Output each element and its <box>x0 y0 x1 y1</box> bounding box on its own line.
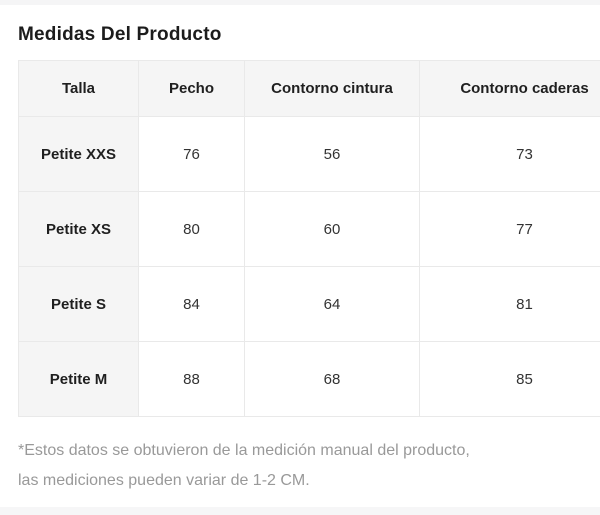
bottom-divider <box>0 507 600 515</box>
cell-contorno-caderas: 73 <box>419 116 600 192</box>
row-header-size: Petite S <box>18 266 139 342</box>
measurement-disclaimer: *Estos datos se obtuvieron de la medició… <box>18 436 582 496</box>
table-row: Petite XXS 76 56 73 <box>18 116 600 192</box>
size-table: Talla Pecho Contorno cintura Contorno ca… <box>18 60 600 417</box>
row-header-size: Petite XS <box>18 191 139 267</box>
table-row: Petite S 84 64 81 <box>18 266 600 342</box>
table-row: Petite XS 80 60 77 <box>18 191 600 267</box>
row-header-size: Petite XXS <box>18 116 139 192</box>
page-title: Medidas Del Producto <box>18 24 222 45</box>
column-header-pecho: Pecho <box>138 60 245 117</box>
cell-contorno-cintura: 60 <box>244 191 420 267</box>
column-header-contorno-cintura: Contorno cintura <box>244 60 420 117</box>
row-header-size: Petite M <box>18 341 139 417</box>
cell-contorno-caderas: 77 <box>419 191 600 267</box>
cell-contorno-cintura: 64 <box>244 266 420 342</box>
cell-pecho: 84 <box>138 266 245 342</box>
column-header-talla: Talla <box>18 60 139 117</box>
table-header-row: Talla Pecho Contorno cintura Contorno ca… <box>18 60 600 117</box>
cell-contorno-cintura: 56 <box>244 116 420 192</box>
disclaimer-line-1: *Estos datos se obtuvieron de la medició… <box>18 442 470 459</box>
top-divider <box>0 0 600 5</box>
column-header-contorno-caderas: Contorno caderas <box>419 60 600 117</box>
cell-pecho: 80 <box>138 191 245 267</box>
cell-contorno-caderas: 85 <box>419 341 600 417</box>
size-table-scroll-area[interactable]: Talla Pecho Contorno cintura Contorno ca… <box>0 60 600 420</box>
cell-pecho: 88 <box>138 341 245 417</box>
cell-pecho: 76 <box>138 116 245 192</box>
table-row: Petite M 88 68 85 <box>18 341 600 417</box>
disclaimer-line-2: las mediciones pueden variar de 1-2 CM. <box>18 472 310 489</box>
cell-contorno-caderas: 81 <box>419 266 600 342</box>
cell-contorno-cintura: 68 <box>244 341 420 417</box>
